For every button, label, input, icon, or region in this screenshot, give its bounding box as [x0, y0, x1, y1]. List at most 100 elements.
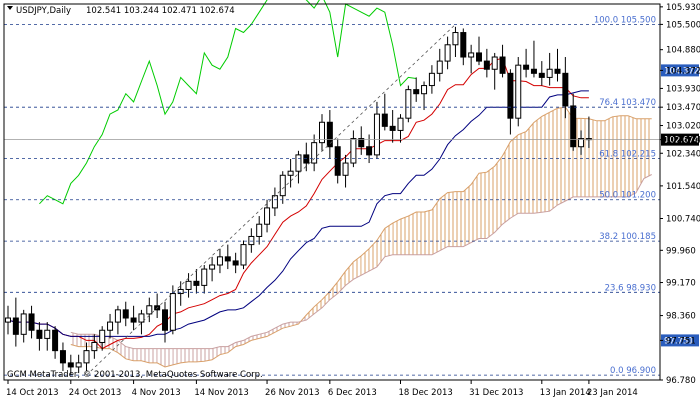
candle-body[interactable]	[83, 350, 90, 364]
candle-body[interactable]	[515, 64, 522, 119]
candle-body[interactable]	[303, 154, 310, 164]
candle-body[interactable]	[319, 121, 325, 144]
candle-body[interactable]	[436, 60, 443, 74]
ichimoku-cloud-segment	[549, 108, 558, 212]
fib-level-label: 76.4 103.470	[599, 98, 656, 108]
chikou-span-line	[39, 0, 417, 205]
candle-body[interactable]	[460, 32, 467, 58]
ichimoku-cloud-segment	[322, 291, 330, 308]
price-tick-label: 105.930	[666, 3, 700, 13]
candle-body[interactable]	[287, 170, 294, 176]
candle-body[interactable]	[99, 329, 106, 343]
ichimoku-cloud-segment	[329, 281, 338, 300]
candle-body[interactable]	[358, 138, 365, 148]
candle-body[interactable]	[326, 121, 333, 148]
ichimoku-cloud-segment	[408, 211, 417, 255]
candle-body[interactable]	[44, 329, 51, 339]
candle-body[interactable]	[523, 64, 530, 70]
candle-body[interactable]	[507, 72, 514, 119]
candle-body[interactable]	[248, 235, 255, 246]
candle-body[interactable]	[146, 305, 153, 315]
candle-body[interactable]	[491, 56, 498, 70]
candle-body[interactable]	[28, 313, 35, 331]
ichimoku-cloud-segment	[188, 348, 197, 362]
ichimoku-cloud-segment	[636, 118, 644, 193]
candle-body[interactable]	[334, 146, 341, 176]
candle-body[interactable]	[279, 174, 286, 197]
candle-body[interactable]	[264, 207, 271, 225]
candle-body[interactable]	[52, 329, 59, 352]
candle-body[interactable]	[373, 113, 380, 156]
candle-body[interactable]	[130, 317, 137, 323]
candle-body[interactable]	[554, 68, 561, 74]
candle-body[interactable]	[578, 138, 585, 148]
candle-body[interactable]	[91, 341, 98, 352]
price-tick-label: 103.930	[666, 84, 700, 94]
candle-body[interactable]	[570, 105, 577, 148]
ichimoku-cloud-segment	[157, 348, 165, 367]
candle-body[interactable]	[12, 317, 19, 335]
candle-body[interactable]	[107, 321, 114, 331]
candle-body[interactable]	[114, 309, 121, 323]
candle-body[interactable]	[216, 256, 223, 266]
ichimoku-cloud-segment	[196, 348, 205, 362]
ichimoku-cloud-segment	[165, 348, 173, 367]
candle-body[interactable]	[476, 52, 482, 62]
candle-body[interactable]	[185, 280, 192, 290]
candle-body[interactable]	[5, 317, 11, 323]
candle-body[interactable]	[138, 313, 145, 323]
candle-body[interactable]	[428, 72, 435, 87]
candle-body[interactable]	[546, 68, 553, 78]
candle-body[interactable]	[405, 89, 412, 119]
candle-body[interactable]	[530, 68, 537, 74]
candle-body[interactable]	[483, 60, 490, 70]
candle-body[interactable]	[452, 32, 459, 46]
candle-body[interactable]	[413, 89, 420, 95]
ichimoku-cloud-segment	[518, 131, 527, 214]
candle-body[interactable]	[36, 329, 43, 339]
ichimoku-cloud-segment	[581, 118, 589, 197]
candle-body[interactable]	[468, 52, 475, 58]
ichimoku-cloud-segment	[439, 192, 448, 251]
candle-body[interactable]	[295, 154, 302, 172]
candle-body[interactable]	[397, 117, 404, 131]
candle-body[interactable]	[224, 256, 231, 262]
candle-body[interactable]	[538, 72, 545, 78]
candle-body[interactable]	[311, 142, 318, 164]
candle-body[interactable]	[350, 138, 357, 164]
candle-body[interactable]	[366, 146, 373, 156]
candle-body[interactable]	[20, 313, 27, 335]
candle-body[interactable]	[389, 125, 396, 131]
ichimoku-cloud-segment	[384, 223, 393, 257]
candle-body[interactable]	[201, 268, 208, 286]
candle-body[interactable]	[342, 162, 349, 176]
price-tag-box	[661, 133, 699, 146]
price-tick-label: 99.960	[666, 246, 696, 256]
fib-level-label: 100.0 105.500	[594, 15, 656, 25]
price-tag-box	[661, 334, 699, 347]
candle-body[interactable]	[122, 309, 129, 319]
candle-body[interactable]	[169, 293, 176, 331]
price-tick-label: 98.360	[666, 312, 696, 322]
candle-body[interactable]	[444, 44, 451, 62]
candle-body[interactable]	[240, 244, 247, 266]
candle-body[interactable]	[232, 260, 239, 266]
candle-body[interactable]	[271, 195, 278, 209]
candle-body[interactable]	[421, 85, 428, 95]
candle-body[interactable]	[499, 56, 506, 74]
candle-body[interactable]	[177, 288, 184, 295]
candle-body[interactable]	[381, 113, 388, 127]
dropdown-triangle-icon[interactable]	[7, 6, 13, 10]
candle-body[interactable]	[256, 223, 263, 237]
candle-body[interactable]	[75, 362, 82, 368]
candle-body[interactable]	[67, 362, 74, 368]
candle-body[interactable]	[193, 280, 200, 286]
candle-body[interactable]	[562, 72, 569, 107]
candle-body[interactable]	[59, 350, 66, 364]
ichimoku-cloud-segment	[306, 306, 315, 321]
candle-body[interactable]	[162, 309, 168, 331]
fib-trend-line	[86, 24, 456, 376]
candle-body[interactable]	[209, 264, 216, 270]
